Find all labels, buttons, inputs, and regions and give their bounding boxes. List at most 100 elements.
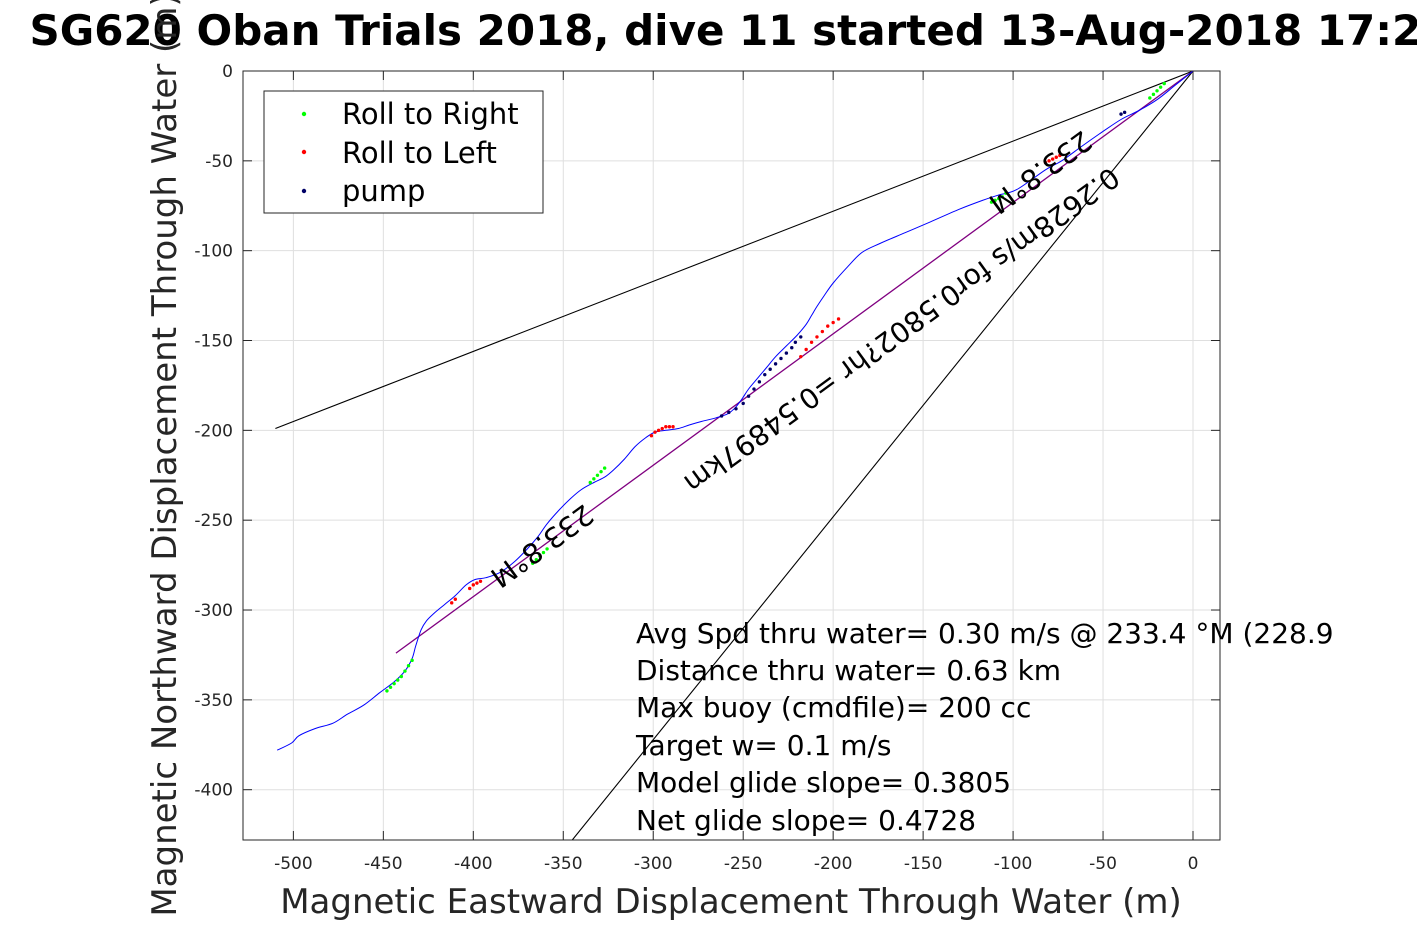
glide-bound-line: [275, 71, 1194, 430]
roll-left-point: [453, 597, 458, 601]
pump-point: [793, 340, 798, 345]
legend-label-pump: pump: [342, 174, 425, 208]
pump-point: [773, 362, 778, 366]
pump-point: [757, 380, 762, 384]
y-tick-label: -150: [194, 332, 233, 352]
x-tick-label: -250: [724, 854, 763, 874]
roll-right-point: [588, 480, 592, 485]
pump-point: [1122, 110, 1127, 115]
roll-right-point: [385, 689, 389, 693]
pump-point: [741, 401, 745, 406]
legend-marker-roll-right: [301, 111, 307, 117]
roll-left-point: [831, 320, 835, 325]
roll-right-point: [410, 658, 414, 663]
y-tick-label: -50: [205, 152, 233, 172]
x-tick-label: -400: [454, 854, 493, 874]
roll-left-point: [820, 329, 825, 334]
legend-label-roll-left: Roll to Left: [342, 136, 497, 170]
y-tick-label: -350: [194, 691, 233, 711]
y-tick-label: -300: [194, 601, 233, 621]
roll-right-point: [399, 674, 404, 679]
roll-left-point: [660, 426, 664, 431]
roll-right-point: [392, 681, 396, 686]
roll-left-point: [804, 347, 808, 352]
stat-max-buoy: Max buoy (cmdfile)= 200 cc: [636, 691, 1031, 724]
legend-label-roll-right: Roll to Right: [342, 97, 519, 131]
roll-right-point: [595, 473, 600, 477]
roll-left-point: [471, 583, 476, 587]
glide-bound-line: [571, 71, 1194, 840]
roll-right-point: [396, 678, 400, 682]
x-tick-label: -100: [994, 854, 1033, 874]
stat-avg-speed: Avg Spd thru water= 0.30 m/s @ 233.4 °M …: [636, 617, 1334, 650]
roll-right-point: [989, 200, 994, 204]
y-tick-label: -100: [194, 242, 233, 262]
roll-right-point: [592, 477, 596, 481]
roll-left-point: [1058, 153, 1062, 158]
pump-point: [746, 394, 751, 398]
x-tick-label: 0: [1188, 854, 1199, 874]
x-tick-label: -500: [274, 854, 313, 874]
legend-marker-pump: [301, 188, 307, 194]
roll-left-point: [826, 324, 830, 328]
pump-point: [768, 367, 772, 371]
lines: [275, 70, 1194, 840]
roll-left-point: [667, 425, 672, 429]
roll-left-point: [1050, 157, 1055, 161]
roll-right-point: [534, 558, 538, 562]
roll-left-point: [664, 425, 668, 429]
pump-point: [763, 372, 767, 377]
y-tick-label: -250: [194, 511, 233, 531]
roll-left-point: [671, 425, 675, 429]
pump-point: [784, 351, 789, 355]
chart-title: SG620 Oban Trials 2018, dive 11 started …: [29, 6, 1417, 55]
x-axis-label: Magnetic Eastward Displacement Through W…: [280, 882, 1182, 922]
legend: Roll to Right Roll to Left pump: [263, 90, 544, 214]
x-tick-label: -300: [634, 854, 673, 874]
stats-block: Avg Spd thru water= 0.30 m/s @ 233.4 °M …: [635, 617, 1334, 837]
y-tick-label: 0: [222, 62, 233, 82]
pump-point: [799, 335, 803, 339]
x-tick-label: -50: [1089, 854, 1117, 874]
roll-right-point: [1162, 81, 1166, 86]
roll-right-point: [388, 685, 393, 689]
roll-left-point: [1043, 160, 1048, 165]
stat-distance: Distance thru water= 0.63 km: [636, 654, 1061, 687]
stat-target-w: Target w= 0.1 m/s: [635, 729, 892, 762]
markers: [385, 81, 1166, 693]
fit-line: [395, 70, 1194, 654]
roll-left-point: [450, 601, 454, 605]
roll-right-point: [993, 198, 997, 203]
roll-right-point: [530, 561, 535, 566]
legend-marker-roll-left: [301, 149, 307, 155]
roll-left-point: [653, 430, 657, 434]
y-tick-label: -400: [194, 781, 233, 801]
stat-net-glide-slope: Net glide slope= 0.4728: [636, 804, 976, 837]
roll-left-point: [1047, 159, 1051, 163]
track-line: [276, 70, 1194, 751]
roll-right-point: [599, 469, 603, 474]
roll-right-point: [1000, 195, 1004, 199]
pump-point: [719, 414, 724, 418]
roll-left-point: [649, 434, 654, 438]
x-tick-label: -150: [904, 854, 943, 874]
roll-right-point: [996, 196, 1001, 201]
roll-right-point: [541, 550, 546, 555]
roll-right-point: [602, 466, 607, 470]
roll-left-point: [809, 340, 814, 345]
pump-point: [1119, 112, 1123, 116]
roll-right-point: [545, 547, 549, 551]
roll-left-point: [799, 354, 803, 359]
roll-left-point: [815, 335, 819, 339]
y-tick-label: -200: [194, 421, 233, 441]
pump-point: [734, 407, 738, 411]
pump-point: [752, 387, 756, 391]
roll-left-point: [656, 428, 661, 433]
pump-point: [727, 410, 731, 415]
roll-left-point: [836, 317, 841, 321]
legend-box: [263, 90, 544, 214]
x-tick-label: -350: [544, 854, 583, 874]
roll-right-point: [1155, 89, 1159, 93]
x-tick-label: -200: [814, 854, 853, 874]
